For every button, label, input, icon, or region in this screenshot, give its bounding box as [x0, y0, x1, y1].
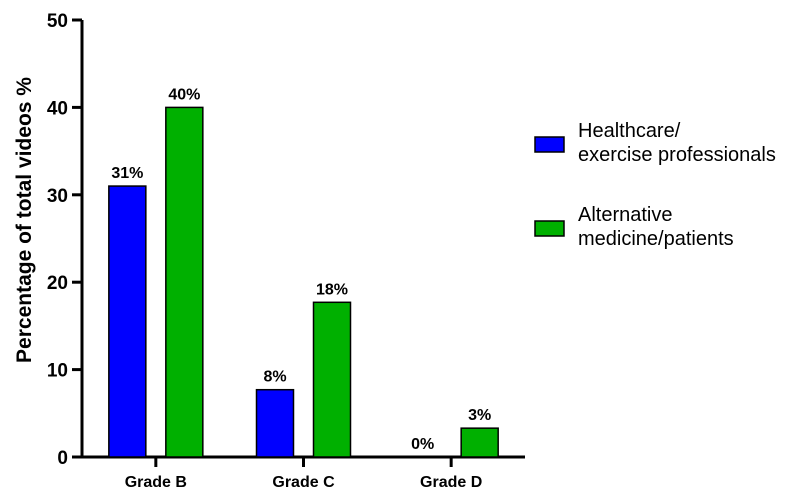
bar — [255, 388, 295, 458]
bar-value-label: 31% — [111, 165, 143, 182]
x-tick-label: Grade B — [125, 474, 187, 490]
y-tick-label: 40 — [47, 98, 68, 119]
bar-value-label: 3% — [468, 407, 491, 424]
bar-value-label: 40% — [168, 86, 200, 103]
bar — [165, 106, 204, 458]
bar-value-label: 8% — [263, 369, 286, 386]
y-tick-label: 30 — [47, 186, 68, 207]
legend-swatch — [534, 136, 565, 153]
bars — [108, 106, 499, 458]
y-tick-label: 0 — [57, 448, 68, 469]
bar — [460, 427, 499, 458]
axes: 0 10 20 30 40 50 Grade B Grade C Grade D — [47, 11, 525, 490]
bar — [108, 185, 147, 458]
bar-value-label: 18% — [316, 281, 348, 298]
legend: Healthcare/exercise professionals Alterna… — [534, 120, 776, 250]
data-labels: 31% 40% 8% 18% 0% 3% — [111, 86, 491, 453]
legend-label: Alternative medicine/patients — [578, 204, 734, 250]
y-axis-title: Percentage of total videos % — [13, 77, 36, 363]
y-tick-label: 20 — [47, 273, 68, 294]
y-tick-label: 50 — [47, 11, 68, 32]
legend-item: Healthcare/exercise professionals — [534, 120, 776, 166]
legend-swatch — [534, 220, 565, 237]
x-tick-label: Grade C — [272, 474, 335, 490]
legend-label: Healthcare/exercise professionals — [578, 120, 776, 166]
y-tick-label: 10 — [47, 361, 68, 382]
bar-value-label: 0% — [411, 436, 434, 453]
legend-item: Alternative medicine/patients — [534, 204, 734, 250]
x-tick-label: Grade D — [420, 474, 482, 490]
bar — [312, 301, 352, 458]
